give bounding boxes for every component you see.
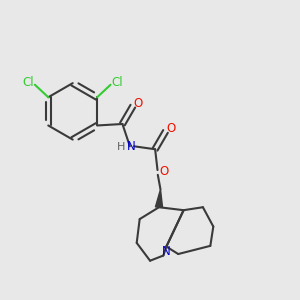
- Text: N: N: [162, 245, 171, 258]
- Text: O: O: [134, 97, 143, 110]
- Text: Cl: Cl: [22, 76, 34, 89]
- Text: O: O: [166, 122, 176, 135]
- Text: Cl: Cl: [111, 76, 123, 89]
- Polygon shape: [155, 189, 163, 208]
- Text: H: H: [117, 142, 125, 152]
- Text: N: N: [127, 140, 135, 153]
- Text: O: O: [159, 165, 169, 178]
